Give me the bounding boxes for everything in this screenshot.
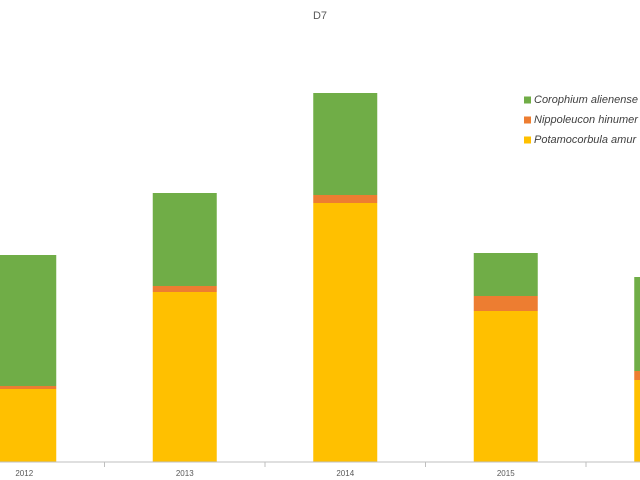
- x-tick-label: 2012: [15, 469, 33, 478]
- bar-segment: [634, 277, 640, 371]
- bar-segment: [152, 193, 217, 286]
- legend-swatch: [524, 116, 531, 124]
- bar-segment: [0, 386, 57, 389]
- bar-segment: [634, 371, 640, 380]
- bar-segment: [473, 253, 538, 296]
- bar-segment: [0, 255, 57, 386]
- x-tick-label: 2013: [176, 469, 194, 478]
- bar-segment: [152, 286, 217, 292]
- chart-title: D7: [313, 10, 327, 22]
- legend-label: Potamocorbula amur: [534, 134, 637, 146]
- bar-segment: [313, 195, 378, 203]
- legend-swatch: [524, 96, 531, 104]
- bar-segment: [152, 292, 217, 462]
- bar-segment: [0, 389, 57, 462]
- bar-segment: [473, 296, 538, 311]
- bar-segment: [634, 380, 640, 462]
- x-tick-label: 2014: [336, 469, 354, 478]
- legend-label: Nippoleucon hinumer: [534, 114, 639, 126]
- legend-label: Corophium alienense: [534, 94, 638, 106]
- x-tick-label: 2015: [497, 469, 515, 478]
- legend-swatch: [524, 136, 531, 144]
- bar-segment: [473, 311, 538, 462]
- bar-segment: [313, 93, 378, 195]
- bar-segment: [313, 203, 378, 462]
